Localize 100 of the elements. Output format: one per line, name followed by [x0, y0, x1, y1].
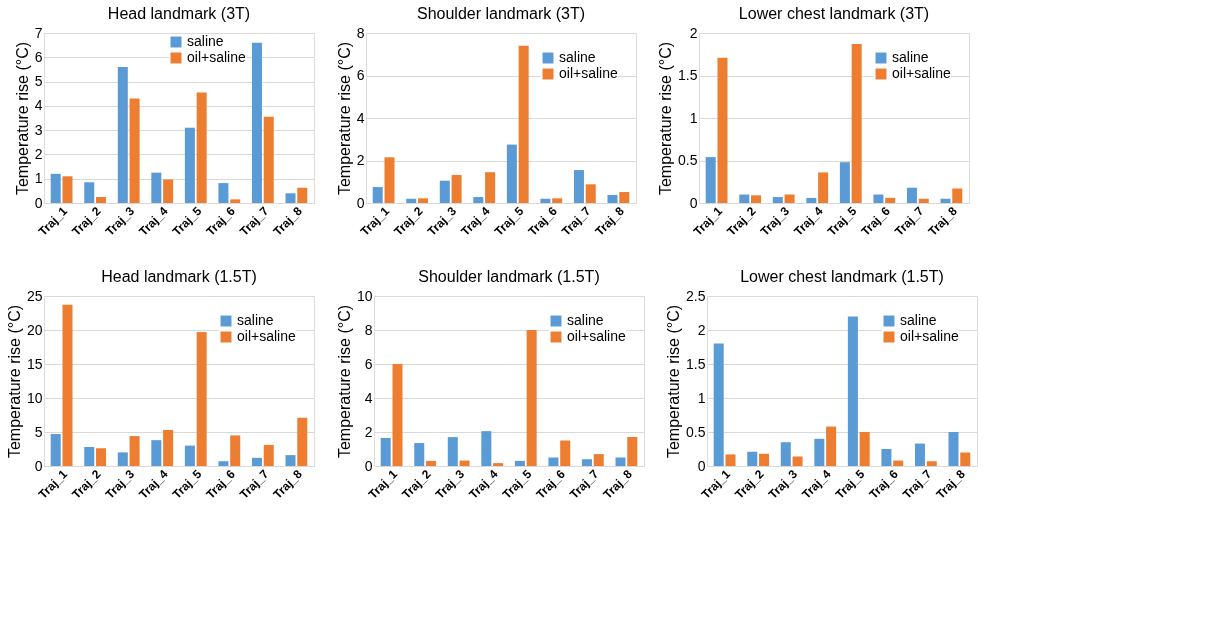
legend-label: oil+saline	[187, 49, 246, 65]
y-tick-label: 10	[26, 389, 43, 406]
y-tick-label: 6	[356, 67, 365, 83]
bar	[263, 116, 274, 203]
y-tick-label: 5	[34, 73, 43, 90]
bar	[573, 170, 584, 203]
bar	[926, 461, 937, 466]
y-tick-label: 2	[34, 145, 43, 162]
bar	[493, 463, 504, 466]
bar	[873, 194, 884, 203]
bar	[230, 199, 241, 203]
legend-label: saline	[187, 33, 224, 49]
bar	[918, 198, 929, 203]
y-tick-label: 0	[689, 194, 698, 211]
bar	[151, 440, 162, 466]
chart-title: Shoulder landmark (3T)	[416, 5, 586, 22]
bar	[593, 454, 604, 466]
y-axis-title: Temperature rise (°C)	[335, 304, 353, 459]
legend-label: saline	[892, 49, 929, 65]
bar	[751, 195, 762, 203]
bar	[772, 197, 783, 203]
bar	[196, 332, 207, 466]
y-tick-label: 6	[34, 48, 43, 65]
y-tick-label: 10	[356, 287, 373, 304]
bar	[96, 448, 107, 466]
y-tick-label: 0	[364, 457, 373, 474]
bar	[459, 460, 470, 466]
bar	[230, 435, 241, 466]
bar	[747, 451, 758, 466]
bar	[117, 67, 128, 203]
y-tick-label: 1.5	[678, 67, 698, 83]
legend-label: oil+saline	[567, 328, 626, 344]
bar	[62, 304, 73, 466]
bar	[184, 127, 195, 203]
legend-label: oil+saline	[892, 65, 951, 81]
bar	[514, 460, 525, 466]
bar	[297, 187, 308, 203]
chart-title: Head landmark (1.5T)	[101, 268, 257, 285]
legend-label: saline	[900, 312, 937, 328]
y-tick-label: 20	[26, 321, 43, 338]
bar	[615, 457, 626, 466]
bar	[725, 454, 736, 466]
bar	[818, 172, 829, 203]
bar	[251, 42, 262, 203]
bar	[426, 460, 437, 466]
bar	[506, 144, 517, 203]
bar	[518, 45, 529, 203]
bar	[50, 173, 61, 203]
bar	[885, 197, 896, 203]
legend-label: saline	[567, 312, 604, 328]
bar	[940, 198, 951, 203]
y-tick-label: 1	[34, 170, 43, 187]
bar	[285, 455, 296, 466]
bar	[218, 183, 229, 203]
bar	[418, 198, 429, 203]
bar	[906, 187, 917, 203]
bar	[481, 431, 492, 466]
y-tick-label: 6	[364, 355, 373, 372]
bar	[560, 440, 571, 466]
bar	[196, 92, 207, 203]
bar	[372, 187, 383, 203]
bar	[117, 452, 128, 466]
bar	[540, 198, 551, 203]
y-tick-label: 4	[364, 389, 373, 406]
bar	[406, 198, 417, 203]
y-tick-label: 0.5	[678, 152, 698, 168]
bar	[552, 198, 563, 203]
bar	[851, 44, 862, 203]
bar	[451, 174, 462, 203]
y-tick-label: 2.5	[686, 287, 706, 304]
y-axis-title: Temperature rise (°C)	[13, 41, 31, 196]
bar	[263, 444, 274, 466]
bar	[780, 442, 791, 466]
y-tick-label: 1.5	[686, 355, 706, 372]
bar	[392, 364, 403, 466]
bar	[784, 194, 795, 203]
bar	[607, 194, 618, 203]
bar	[717, 57, 728, 203]
legend-label: oil+saline	[237, 328, 296, 344]
legend-label: oil+saline	[559, 65, 618, 81]
bar	[251, 457, 262, 466]
y-tick-label: 25	[26, 287, 43, 304]
bar	[705, 157, 716, 203]
y-tick-label: 1	[697, 389, 706, 406]
legend-label: oil+saline	[900, 328, 959, 344]
y-tick-label: 7	[34, 24, 43, 41]
y-tick-label: 4	[34, 97, 43, 114]
bar	[847, 316, 858, 466]
y-tick-label: 5	[34, 423, 43, 440]
y-axis-title: Temperature rise (°C)	[657, 41, 675, 196]
y-axis-title: Temperature rise (°C)	[335, 41, 353, 196]
bar	[163, 179, 174, 203]
bar	[96, 196, 107, 203]
bar	[548, 457, 559, 466]
bar	[84, 446, 95, 466]
bar	[581, 459, 592, 466]
bar	[893, 460, 904, 466]
y-tick-label: 1	[689, 109, 698, 126]
bar	[485, 172, 496, 203]
y-tick-label: 8	[356, 24, 365, 41]
